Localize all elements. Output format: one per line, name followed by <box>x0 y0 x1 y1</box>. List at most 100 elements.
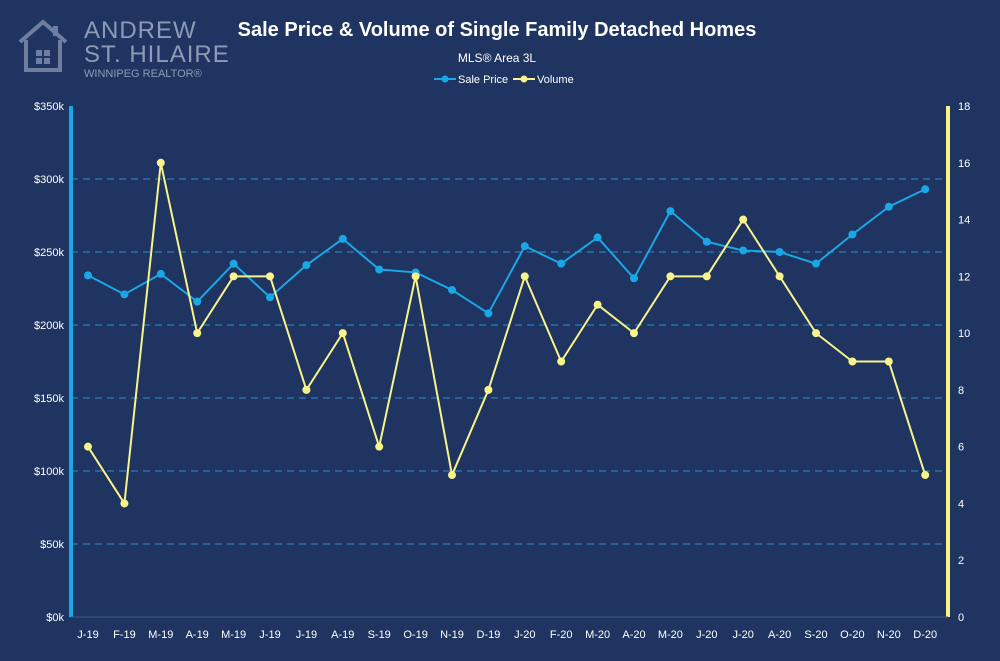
data-point-volume <box>884 357 893 366</box>
x-axis-tick-label: N-19 <box>440 629 464 641</box>
x-axis-tick-label: F-20 <box>550 629 573 641</box>
chart-title: Sale Price & Volume of Single Family Det… <box>238 19 757 41</box>
data-point-sale-price <box>884 202 893 211</box>
data-point-volume <box>630 329 638 338</box>
x-axis-tick-label: J-20 <box>732 629 753 641</box>
data-point-volume <box>593 300 602 309</box>
data-point-sale-price <box>193 297 202 306</box>
right-axis-tick-label: 6 <box>958 442 964 454</box>
logo-tagline: WINNIPEG REALTOR® <box>84 68 202 80</box>
data-point-volume <box>84 442 92 451</box>
left-axis-tick-label: $150k <box>34 393 64 405</box>
data-point-sale-price <box>84 271 92 280</box>
series <box>84 158 930 508</box>
data-point-volume <box>520 272 529 281</box>
x-axis-tick-label: J-19 <box>77 629 98 641</box>
data-point-volume <box>848 357 857 366</box>
legend-item-volume: Volume <box>513 74 574 86</box>
data-point-sale-price <box>775 248 784 256</box>
x-axis-tick-label: M-20 <box>658 629 683 641</box>
x-axis-tick-label: S-19 <box>368 629 391 641</box>
series-line-volume <box>87 161 927 505</box>
x-axis-tick-label: A-19 <box>186 629 209 641</box>
x-axis-tick-label: O-20 <box>840 629 864 641</box>
data-point-sale-price <box>484 309 493 318</box>
data-point-sale-price <box>593 233 602 242</box>
legend: Sale Price Volume <box>434 74 574 86</box>
data-point-volume <box>812 329 820 338</box>
right-axis-tick-label: 14 <box>958 215 970 227</box>
left-axis-tick-label: $200k <box>34 320 64 332</box>
data-point-sale-price <box>702 237 711 246</box>
x-axis-tick-labels: J-19 F-19 M-19 A-19 M-19 J-19 J-19 A-19 S-19 O-19… <box>77 629 937 641</box>
x-axis-tick-label: S-20 <box>804 629 827 641</box>
data-point-sale-price <box>338 234 347 243</box>
data-point-volume <box>156 158 165 167</box>
house-icon <box>18 19 68 72</box>
logo-name-line1: ANDREW <box>84 17 197 44</box>
data-point-volume <box>702 272 711 281</box>
data-point-volume <box>120 499 129 508</box>
series-line-sale-price <box>87 188 926 315</box>
data-point-volume <box>921 471 930 480</box>
data-point-volume <box>739 215 748 224</box>
x-axis-tick-label: D-19 <box>476 629 500 641</box>
left-axis-tick-label: $100k <box>34 466 64 478</box>
right-axis-tick-label: 16 <box>958 158 970 170</box>
data-point-volume <box>193 329 202 338</box>
right-axis-tick-label: 8 <box>958 385 964 397</box>
x-axis-tick-label: J-19 <box>259 629 280 641</box>
legend-marker-volume <box>520 75 528 83</box>
gridlines <box>71 178 948 545</box>
chart-subtitle: MLS® Area 3L <box>458 51 537 65</box>
data-point-volume <box>375 442 384 451</box>
x-axis-tick-label: M-19 <box>148 629 173 641</box>
data-point-sale-price <box>921 185 930 194</box>
data-point-sale-price <box>557 259 566 268</box>
x-axis-tick-label: M-20 <box>585 629 610 641</box>
left-axis-tick-label: $0k <box>46 612 64 624</box>
data-point-volume <box>338 329 347 338</box>
left-axis-tick-label: $300k <box>34 174 64 186</box>
data-point-sale-price <box>266 293 274 302</box>
axes <box>69 106 950 618</box>
data-point-sale-price <box>812 259 820 268</box>
data-point-sale-price <box>739 246 748 255</box>
data-point-volume <box>302 385 311 394</box>
data-point-volume <box>666 272 675 281</box>
data-point-volume <box>229 272 238 281</box>
legend-label-volume: Volume <box>537 74 574 86</box>
x-axis-tick-label: A-20 <box>768 629 791 641</box>
legend-item-sale-price: Sale Price <box>434 74 508 86</box>
data-point-volume <box>266 272 274 281</box>
data-point-volume <box>775 272 784 281</box>
data-point-volume <box>484 385 493 394</box>
x-axis-tick-label: D-20 <box>913 629 937 641</box>
x-axis-tick-label: A-19 <box>331 629 354 641</box>
data-point-sale-price <box>848 230 857 239</box>
legend-label-sale-price: Sale Price <box>458 74 508 86</box>
x-axis-tick-label: J-20 <box>514 629 535 641</box>
x-axis-tick-label: N-20 <box>877 629 901 641</box>
legend-marker-sale-price <box>441 75 449 83</box>
right-axis-tick-label: 0 <box>958 612 964 624</box>
data-point-sale-price <box>302 261 311 270</box>
right-axis-tick-label: 2 <box>958 555 964 567</box>
left-axis-tick-label: $50k <box>40 539 64 551</box>
data-point-volume <box>557 357 566 366</box>
left-axis-tick-label: $350k <box>34 101 64 113</box>
x-axis-tick-label: J-20 <box>696 629 717 641</box>
data-point-sale-price <box>448 285 456 294</box>
right-axis-tick-labels: 0 2 4 6 8 10 12 14 16 18 <box>958 101 970 624</box>
data-point-sale-price <box>520 242 529 251</box>
logo-name-line2: ST. HILAIRE <box>84 41 230 68</box>
right-axis-tick-label: 12 <box>958 271 970 283</box>
right-axis-tick-label: 18 <box>958 101 970 113</box>
x-axis-tick-label: O-19 <box>403 629 427 641</box>
x-axis-tick-label: A-20 <box>622 629 645 641</box>
logo: ANDREW ST. HILAIRE WINNIPEG REALTOR® <box>18 17 230 80</box>
data-point-volume <box>448 471 456 480</box>
data-point-sale-price <box>630 274 638 283</box>
data-point-sale-price <box>120 290 129 299</box>
